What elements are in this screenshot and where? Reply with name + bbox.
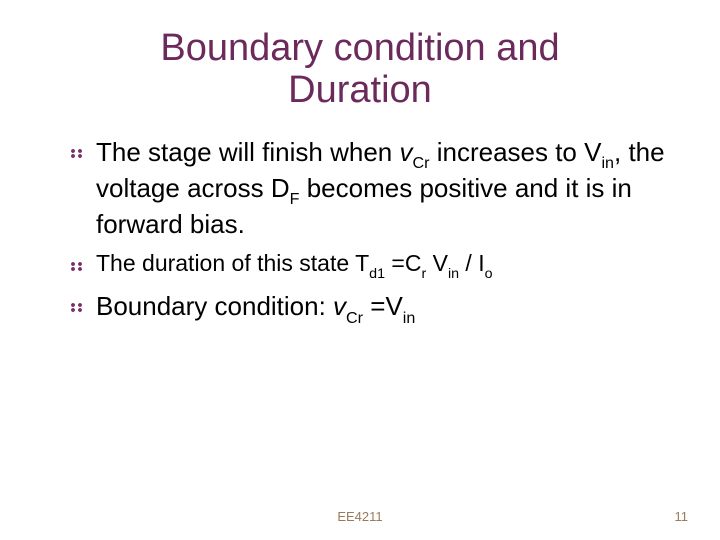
bullet-item-2: The duration of this state Td1 =Cr Vin /… [70,249,670,282]
sub-f: F [290,190,300,208]
sub-r: r [421,266,426,282]
slide-title: Boundary condition and Duration [50,28,670,112]
title-line-1: Boundary condition and [160,27,559,69]
bullet-item-3: Boundary condition: vCr =Vin [70,290,670,326]
sub-in: in [403,309,416,327]
footer-page-number: 11 [675,509,689,524]
text-frag: =V [363,291,403,321]
footer-course-code: EE4211 [0,509,720,524]
text-frag: The duration of this state T [96,250,369,276]
bullet-item-1: The stage will finish when vCr increases… [70,136,670,241]
text-frag: / I [459,250,485,276]
var-v: v [333,291,346,321]
text-frag: Boundary condition: [96,291,333,321]
text-frag: V [426,250,448,276]
sub-o: o [485,266,493,282]
bullet-list: The stage will finish when vCr increases… [50,136,670,327]
text-frag: increases to V [429,137,601,167]
sub-cr: Cr [346,309,363,327]
sub-cr: Cr [412,154,429,172]
var-v: v [399,137,412,167]
sub-d1: d1 [369,266,385,282]
slide: Boundary condition and Duration The stag… [0,0,720,540]
title-line-2: Duration [288,69,432,111]
text-frag: =C [385,250,421,276]
sub-in: in [601,154,614,172]
sub-in: in [448,266,459,282]
text-frag: The stage will finish when [96,137,399,167]
